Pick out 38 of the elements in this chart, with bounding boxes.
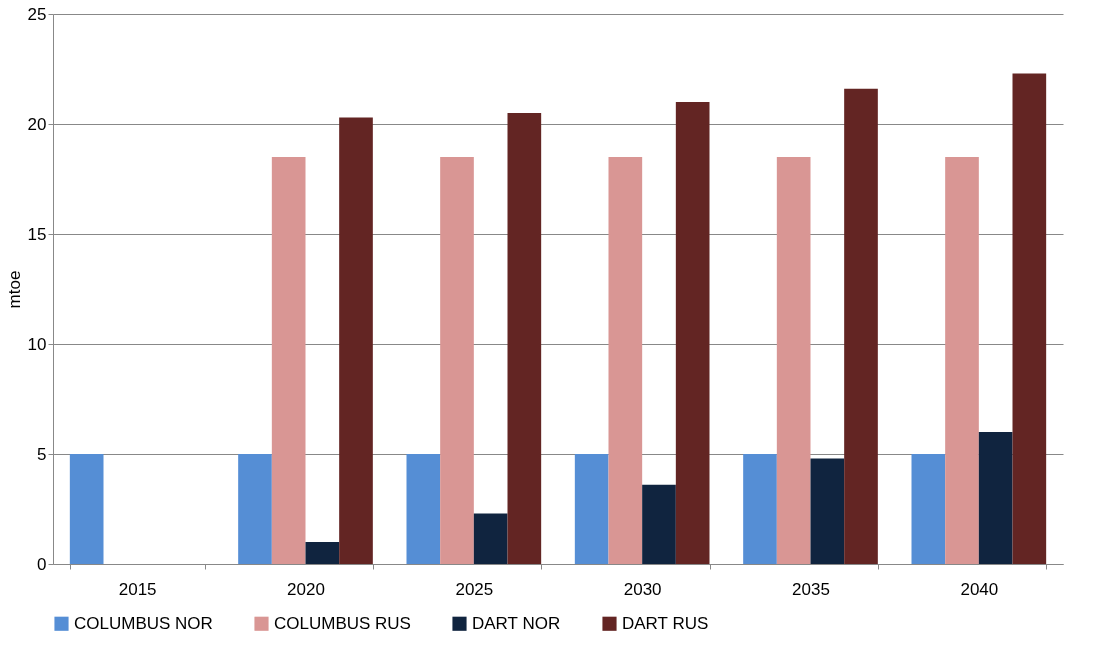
bar: [1012, 73, 1047, 564]
bar: [642, 484, 676, 564]
bar: [339, 117, 373, 564]
bar: [69, 454, 104, 564]
y-tick-label: 25: [27, 4, 47, 24]
x-tick-label: 2015: [118, 579, 157, 599]
bar: [776, 157, 811, 564]
legend-label: DART RUS: [622, 613, 709, 633]
bar: [238, 454, 272, 564]
bar: [945, 157, 979, 564]
bar: [978, 432, 1013, 564]
bar: [574, 454, 609, 564]
bar: [810, 458, 845, 564]
bar: [743, 454, 777, 564]
bar: [406, 454, 441, 564]
bar: [440, 157, 474, 564]
y-tick-label: 15: [27, 224, 47, 244]
legend-label: DART NOR: [472, 613, 561, 633]
x-tick-label: 2040: [960, 579, 999, 599]
bar: [305, 542, 340, 564]
legend-label: COLUMBUS RUS: [274, 613, 411, 633]
bar: [473, 513, 508, 564]
bar: [507, 113, 542, 564]
x-tick-label: 2020: [287, 579, 325, 599]
x-tick-label: 2035: [792, 579, 830, 599]
x-tick-label: 2025: [455, 579, 494, 599]
bar: [608, 157, 643, 564]
legend-label: COLUMBUS NOR: [74, 613, 213, 633]
bar: [911, 454, 946, 564]
bar: [844, 88, 878, 564]
y-tick-label: 20: [27, 114, 47, 134]
y-tick-label: 0: [37, 554, 47, 574]
x-tick-label: 2030: [623, 579, 662, 599]
bar: [271, 157, 306, 564]
y-tick-label: 5: [37, 444, 47, 464]
bar: [675, 102, 710, 564]
y-tick-label: 10: [27, 334, 47, 354]
y-axis-title: mtoe: [4, 270, 24, 309]
